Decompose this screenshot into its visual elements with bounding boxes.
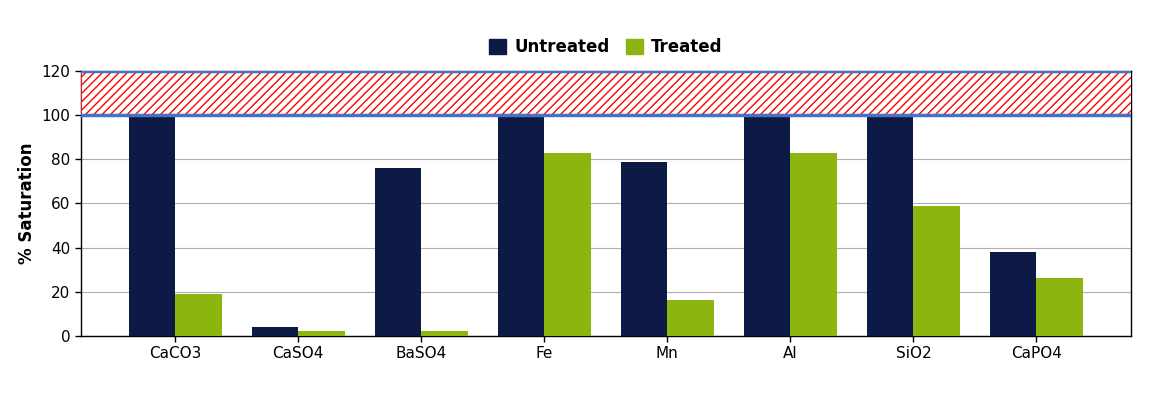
Bar (81, 71, 1131, 115)
Legend: Untreated, Treated: Untreated, Treated (482, 32, 729, 63)
Bar (545, 153, 591, 336)
Bar (743, 73, 790, 336)
Bar (990, 252, 1036, 336)
Bar (867, 111, 914, 336)
Bar (175, 294, 222, 336)
Bar (667, 301, 714, 336)
Bar (252, 327, 298, 336)
Bar (375, 168, 421, 336)
Bar (790, 153, 837, 336)
Bar (1036, 278, 1084, 336)
Bar (298, 331, 345, 336)
Bar (621, 162, 667, 336)
Bar (914, 206, 960, 336)
Bar (497, 73, 545, 336)
Y-axis label: % Saturation: % Saturation (18, 143, 36, 264)
Bar (421, 331, 469, 336)
Bar (128, 73, 175, 336)
